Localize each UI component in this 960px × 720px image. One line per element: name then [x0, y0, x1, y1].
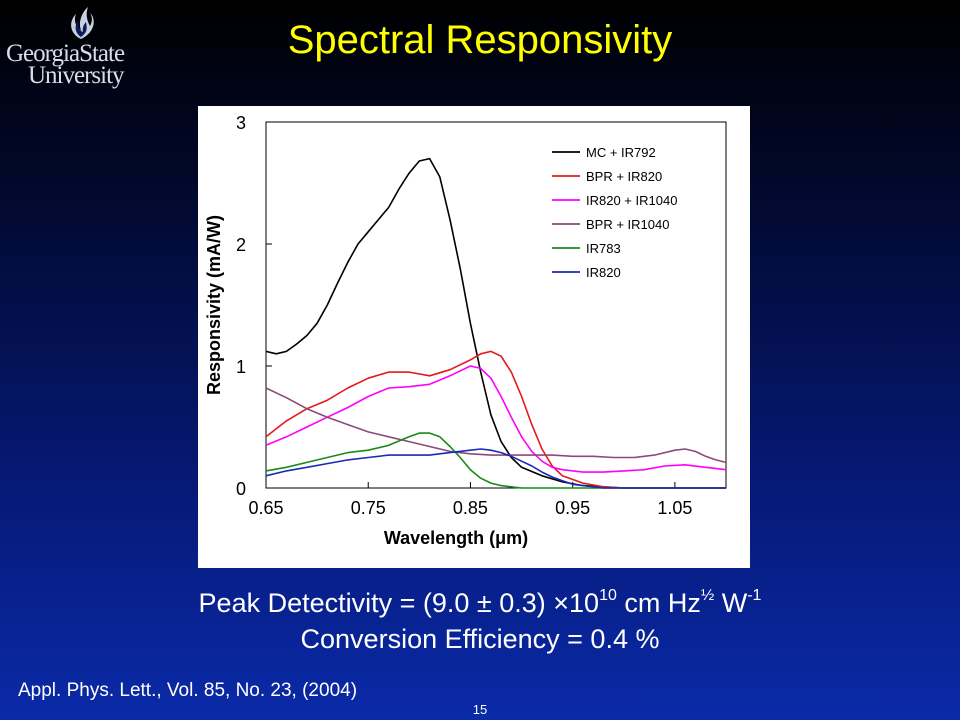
detectivity-neg-exponent: -1 — [747, 587, 762, 604]
slide-title: Spectral Responsivity — [287, 18, 673, 62]
y-tick-label: 0 — [236, 479, 246, 499]
legend-label: BPR + IR820 — [586, 169, 662, 184]
legend-label: BPR + IR1040 — [586, 217, 669, 232]
detectivity-line: Peak Detectivity = (9.0 ± 0.3) ×1010 cm … — [0, 588, 960, 619]
responsivity-chart: 0.65 0.75 0.85 0.95 1.05 0 1 2 3 Wavelength (μm) R… — [204, 113, 727, 548]
detectivity-half: ½ — [700, 587, 715, 604]
y-axis-label: Responsivity (mA/W) — [204, 215, 224, 395]
x-tick-label: 0.95 — [555, 498, 590, 518]
series-line — [265, 448, 726, 489]
detectivity-prefix: Peak Detectivity = (9.0 ± 0.3) ×10 — [198, 588, 600, 618]
legend-label: MC + IR792 — [586, 145, 656, 160]
detectivity-exponent: 10 — [599, 587, 617, 604]
series-line — [265, 387, 727, 464]
legend-label: IR783 — [586, 241, 621, 256]
x-tick-label: 0.85 — [453, 498, 488, 518]
logo-text-line2: University — [28, 62, 125, 89]
reference-citation: Appl. Phys. Lett., Vol. 85, No. 23, (200… — [18, 680, 358, 701]
chart-panel: 0.65 0.75 0.85 0.95 1.05 0 1 2 3 Wavelength (μm) R… — [198, 106, 750, 568]
conversion-efficiency: Conversion Efficiency = 0.4 % — [300, 624, 660, 654]
detectivity-mid: cm Hz — [616, 588, 701, 618]
series-line — [265, 365, 727, 473]
y-tick-label: 1 — [236, 357, 246, 377]
university-logo: GeorgiaState University — [6, 4, 125, 90]
plot-frame — [265, 121, 727, 489]
series-line — [265, 432, 726, 489]
flame-logo-icon — [71, 7, 94, 39]
legend-label: IR820 — [586, 265, 621, 280]
series-line — [265, 350, 726, 489]
detectivity-unit: W — [714, 588, 748, 618]
x-tick-label: 0.75 — [351, 498, 386, 518]
series-line — [265, 157, 726, 489]
logo-text-line1: GeorgiaState — [6, 40, 125, 67]
y-tick-label: 3 — [236, 113, 246, 133]
x-tick-label: 0.65 — [248, 498, 283, 518]
legend-label: IR820 + IR1040 — [586, 193, 677, 208]
x-axis-label: Wavelength (μm) — [384, 528, 528, 548]
page-number: 15 — [472, 702, 488, 717]
y-tick-label: 2 — [236, 235, 246, 255]
x-tick-label: 1.05 — [657, 498, 692, 518]
